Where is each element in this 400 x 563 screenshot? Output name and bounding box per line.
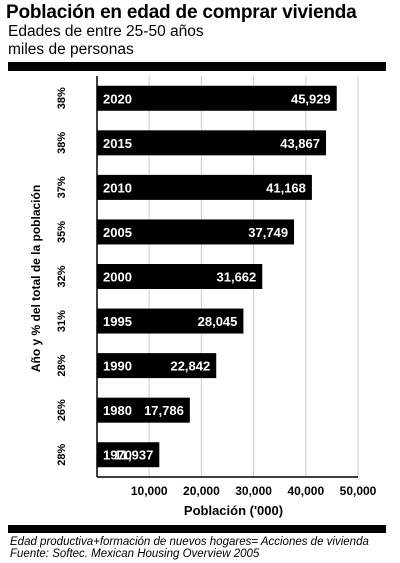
value-label: 11,937 xyxy=(114,448,153,463)
footnote-formula: Edad productiva+formación de nuevos hoga… xyxy=(10,536,369,548)
bar xyxy=(97,85,337,111)
value-label: 17,786 xyxy=(144,403,184,418)
percent-label: 38% xyxy=(56,87,68,109)
value-label: 28,045 xyxy=(198,314,238,329)
bar xyxy=(97,219,295,245)
percent-label: 35% xyxy=(56,221,68,243)
year-label: 2000 xyxy=(103,270,132,285)
value-label: 37,749 xyxy=(248,225,288,240)
bar xyxy=(97,353,217,379)
chart-title: Población en edad de comprar vivienda xyxy=(6,2,357,23)
value-label: 22,842 xyxy=(170,359,210,374)
percent-label: 28% xyxy=(56,444,68,466)
year-label: 1990 xyxy=(103,359,132,374)
year-label: 1995 xyxy=(103,314,132,329)
chart-subtitle-line-1: Edades de entre 25-50 años xyxy=(8,23,204,40)
x-axis-title: Población ('000) xyxy=(184,503,283,518)
x-tick-label: 20,000 xyxy=(183,484,220,498)
x-tick-label: 50,000 xyxy=(340,484,377,498)
value-label: 41,168 xyxy=(266,180,306,195)
value-label: 31,662 xyxy=(217,270,257,285)
year-label: 2020 xyxy=(103,91,132,106)
percent-label: 32% xyxy=(56,265,68,287)
bar xyxy=(97,397,190,423)
percent-label: 26% xyxy=(56,399,68,421)
bottom-divider xyxy=(8,525,386,533)
percent-label: 31% xyxy=(56,310,68,332)
chart-subtitle-line-2: miles de personas xyxy=(8,41,134,58)
x-tick-label: 30,000 xyxy=(235,484,272,498)
year-label: 2005 xyxy=(103,225,132,240)
year-label: 2015 xyxy=(103,136,132,151)
bar xyxy=(97,174,312,200)
year-label: 1970 xyxy=(103,448,132,463)
bar xyxy=(97,130,326,156)
bar xyxy=(97,264,263,289)
x-tick-label: 10,000 xyxy=(131,484,168,498)
bar xyxy=(97,308,244,334)
value-label: 43,867 xyxy=(280,136,320,151)
year-label: 1980 xyxy=(103,403,132,418)
footnote-source: Fuente: Softec. Mexican Housing Overview… xyxy=(10,548,260,560)
y-axis-title: Año y % del total de la población xyxy=(29,185,43,372)
bar xyxy=(97,442,160,468)
percent-label: 38% xyxy=(56,132,68,154)
percent-label: 28% xyxy=(56,354,68,376)
top-divider xyxy=(8,62,386,71)
x-tick-label: 40,000 xyxy=(287,484,324,498)
value-label: 45,929 xyxy=(291,91,331,106)
year-label: 2010 xyxy=(103,180,132,195)
percent-label: 37% xyxy=(56,176,68,198)
